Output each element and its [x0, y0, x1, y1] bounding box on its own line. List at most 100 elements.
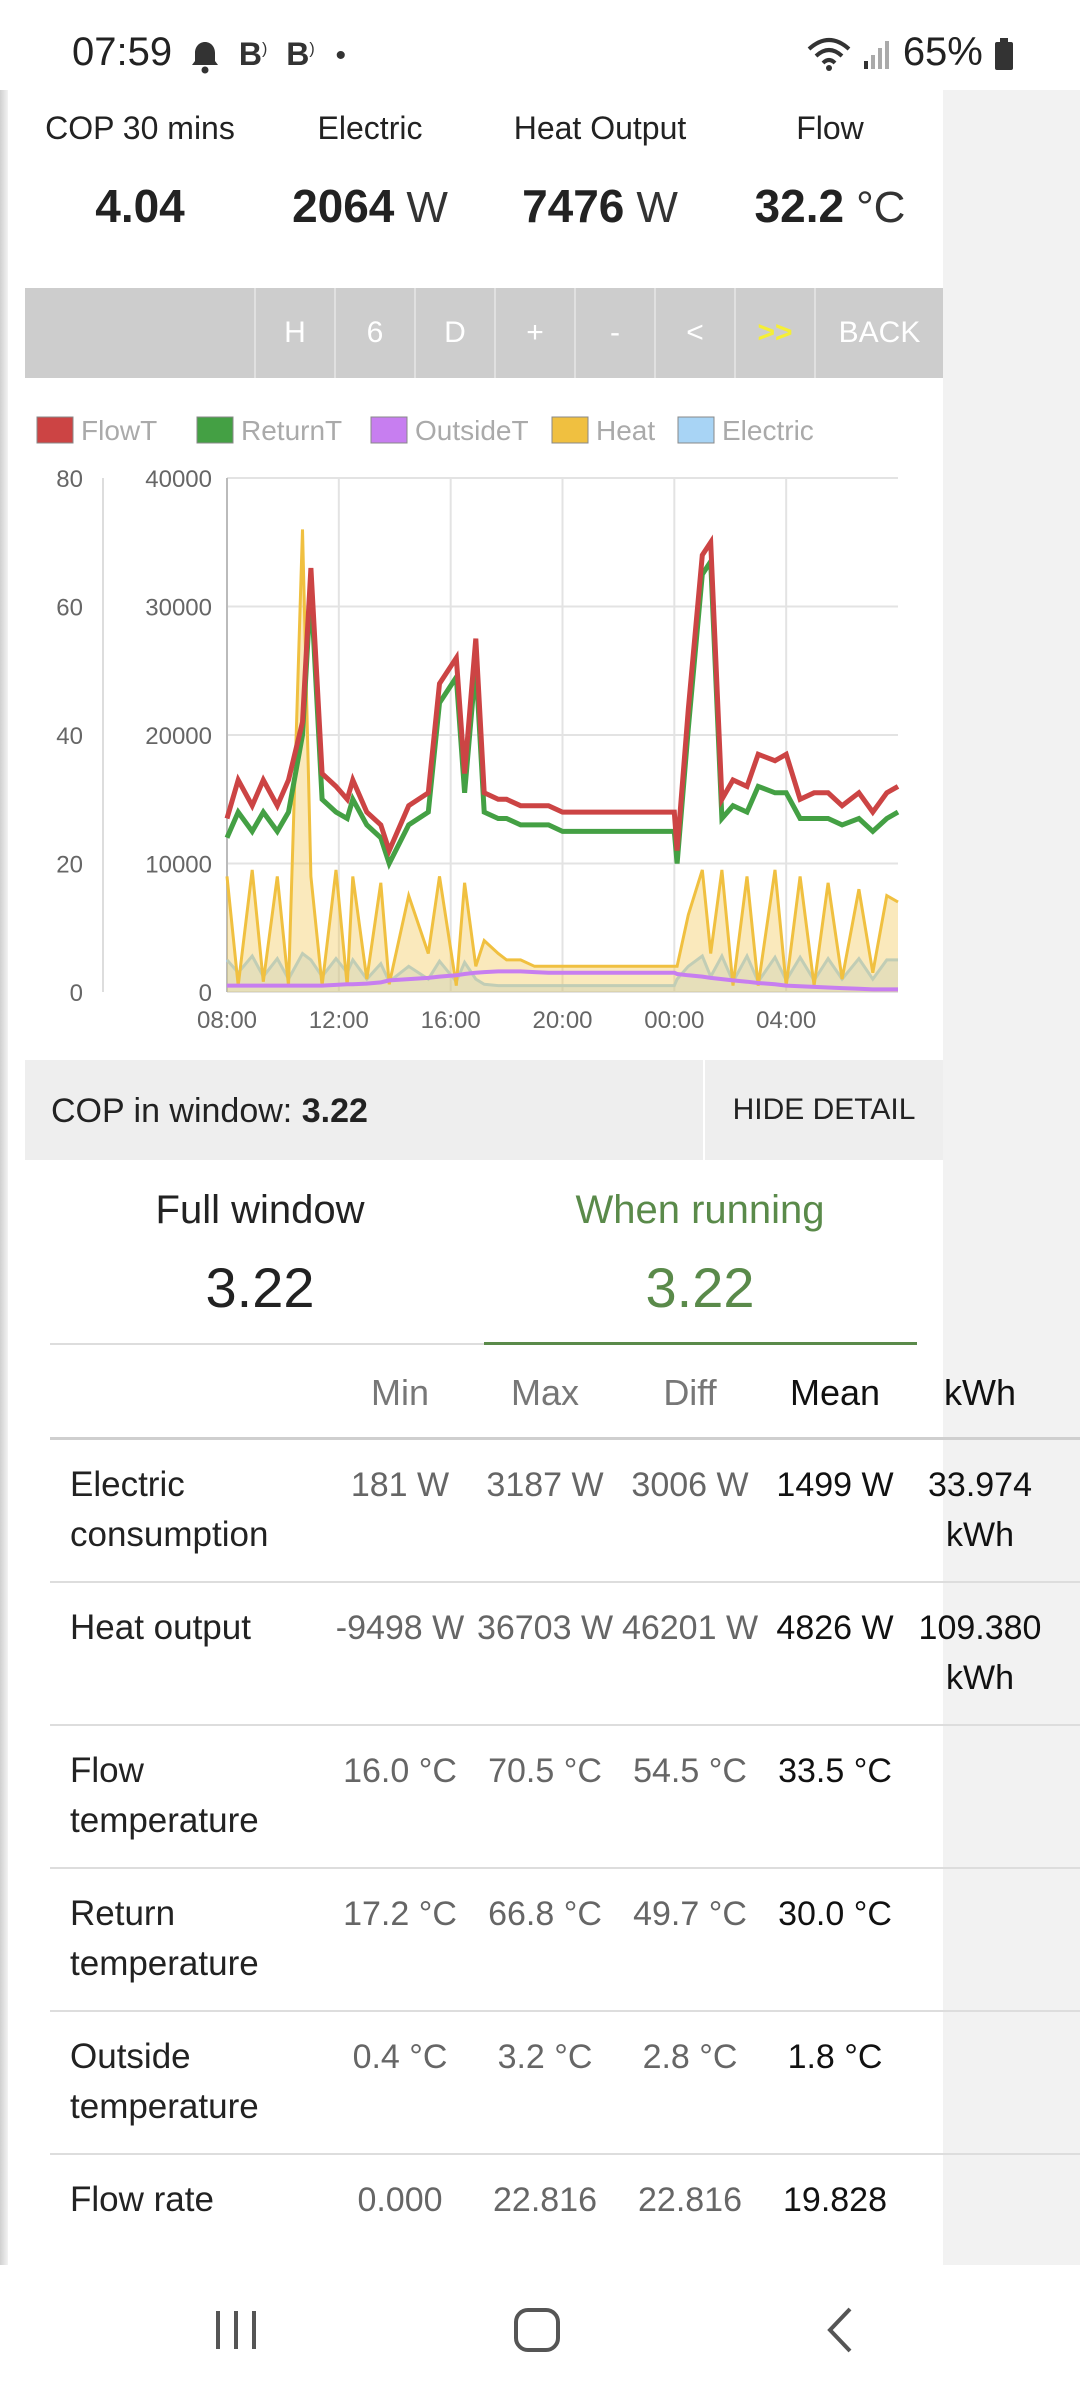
y-tick-label-right: 40000 [145, 466, 212, 493]
cell-mean: 19.828 [783, 2181, 887, 2219]
cell-min: 17.2 °C [343, 1895, 457, 1933]
table-row: Flow rate 0.000 22.816 22.816 19.828 [50, 2155, 1080, 2265]
y-tick-label-right: 20000 [145, 723, 212, 750]
cell-min: -9498 W [335, 1609, 465, 1647]
time-nav-bar: H 6 D + - < >> BACK [25, 288, 943, 378]
legend-label: OutsideT [415, 415, 529, 446]
chart-panel: FlowT ReturnT OutsideT Heat Electric 80 40000… [25, 380, 943, 1060]
x-tick-label: 16:00 [421, 1007, 481, 1034]
cop-window-bar: COP in window: 3.22 HIDE DETAIL [25, 1060, 943, 1160]
pan-left-button[interactable]: < [654, 288, 734, 378]
cell-kwh: 33.974 kWh [928, 1466, 1032, 1554]
cell-mean: 1499 W [776, 1466, 894, 1504]
cell-diff: 2.8 °C [642, 2038, 738, 2076]
right-gutter [943, 90, 1080, 2270]
cell-min: 181 W [350, 1466, 450, 1504]
header-min: Min [370, 1372, 429, 1413]
hour-button[interactable]: H [254, 288, 334, 378]
legend-label: FlowT [81, 415, 157, 446]
six-hour-button[interactable]: 6 [334, 288, 414, 378]
cell-mean: 1.8 °C [787, 2038, 883, 2076]
x-tick-label: 12:00 [309, 1007, 369, 1034]
back-icon[interactable] [820, 2305, 860, 2355]
full-window-label: Full window [155, 1188, 365, 1232]
stat-value: 32.2 [754, 180, 845, 232]
active-tab-underline [484, 1342, 917, 1345]
table-row: Flow temperature 16.0 °C 70.5 °C 54.5 °C… [50, 1726, 1080, 1869]
notification-icons: B) B) • [190, 36, 346, 74]
legend-swatch [196, 416, 234, 444]
cell-max: 70.5 °C [488, 1752, 602, 1790]
row-label: Heat output [70, 1608, 251, 1647]
chart[interactable]: FlowT ReturnT OutsideT Heat Electric 80 40000… [25, 380, 943, 1060]
y-tick-label-left: 40 [56, 723, 83, 750]
cell-diff: 22.816 [638, 2181, 742, 2219]
dot-icon: • [335, 39, 347, 72]
legend-label: Heat [596, 415, 655, 446]
when-running-tab[interactable]: When running 3.22 [480, 1188, 920, 1320]
when-running-label: When running [575, 1188, 825, 1232]
cell-diff: 54.5 °C [633, 1752, 747, 1790]
series-heat-area [227, 529, 898, 992]
left-edge [0, 90, 8, 2270]
zoom-in-button[interactable]: + [494, 288, 574, 378]
cell-kwh: 109.380 kWh [918, 1609, 1042, 1697]
home-icon[interactable] [512, 2305, 564, 2355]
cop-window-label: COP in window: [51, 1092, 293, 1130]
legend-swatch [36, 416, 74, 444]
recent-apps-icon[interactable] [212, 2305, 260, 2355]
top-stats: COP 30 mins 4.04 Electric 2064 W Heat Out… [25, 90, 943, 265]
cell-diff: 3006 W [631, 1466, 749, 1504]
wifi-icon [807, 38, 850, 72]
chart-grid [226, 477, 898, 993]
back-button[interactable]: BACK [814, 288, 943, 378]
stat-unit: W [636, 183, 678, 232]
hide-detail-button[interactable]: HIDE DETAIL [703, 1060, 943, 1160]
b-app-icon: B [238, 36, 262, 72]
y-tick-label-right: 10000 [145, 852, 212, 879]
header-diff: Diff [663, 1372, 717, 1413]
tab-divider [50, 1343, 484, 1345]
signal-icon [863, 41, 889, 70]
series-flow-line [224, 534, 900, 858]
full-window-tab[interactable]: Full window 3.22 [40, 1188, 480, 1320]
cell-max: 66.8 °C [488, 1895, 602, 1933]
chart-plot [224, 529, 900, 992]
stats-table: Min Max Diff Mean kWh Electric consumpti… [50, 1350, 1080, 2265]
x-tick-label: 04:00 [756, 1007, 816, 1034]
y-tick-label-left: 80 [56, 466, 83, 493]
stat-heat-output: Heat Output 7476 W [485, 110, 715, 233]
header-mean: Mean [789, 1372, 881, 1413]
battery-icon [995, 38, 1013, 71]
legend-label: Electric [722, 415, 814, 446]
stat-value: 2064 [292, 180, 395, 232]
when-running-value: 3.22 [645, 1256, 755, 1319]
zoom-out-button[interactable]: - [574, 288, 654, 378]
cop-summary: Full window 3.22 When running 3.22 [25, 1160, 943, 1350]
battery-percent: 65% [902, 30, 983, 74]
x-tick-label: 20:00 [532, 1007, 592, 1034]
table-row: Electric consumption 181 W 3187 W 3006 W… [50, 1440, 1080, 1583]
cell-diff: 46201 W [621, 1609, 759, 1647]
row-label: Outside temperature [70, 2037, 259, 2126]
stat-label: Flow [796, 110, 864, 146]
x-tick-label: 08:00 [197, 1007, 257, 1034]
series-return-line [224, 553, 900, 871]
day-button[interactable]: D [414, 288, 494, 378]
cell-mean: 30.0 °C [778, 1895, 892, 1933]
stat-electric: Electric 2064 W [255, 110, 485, 233]
row-label: Flow rate [70, 2180, 214, 2219]
stat-unit: W [406, 183, 448, 232]
series-electric-area [227, 953, 898, 992]
stat-label: Electric [317, 110, 423, 146]
row-label: Flow temperature [70, 1751, 259, 1840]
system-nav-bar [0, 2265, 1080, 2400]
y-tick-label-right: 0 [199, 980, 212, 1007]
y-tick-label-left: 20 [56, 852, 83, 879]
status-bar: 07:59 B) B) • 65% [0, 0, 1080, 90]
pan-right-button[interactable]: >> [734, 288, 814, 378]
cell-max: 22.816 [493, 2181, 597, 2219]
cell-min: 0.000 [357, 2181, 443, 2219]
y-tick-label-left: 0 [70, 980, 83, 1007]
legend-label: ReturnT [241, 415, 342, 446]
